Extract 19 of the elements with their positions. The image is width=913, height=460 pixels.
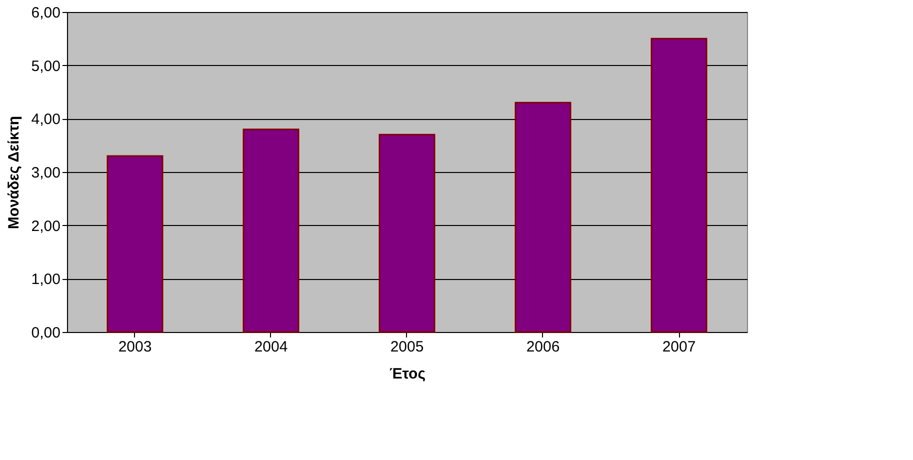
bar bbox=[650, 38, 708, 333]
y-axis-title: Μονάδες Δείκτη bbox=[5, 116, 22, 230]
x-tick-label: 2007 bbox=[662, 338, 696, 356]
y-tick-label: 2,00 bbox=[31, 218, 60, 235]
y-tick-label: 0,00 bbox=[31, 324, 60, 342]
y-tick-label: 3,00 bbox=[31, 164, 60, 182]
x-tick-label: 2005 bbox=[390, 338, 424, 356]
bar bbox=[378, 134, 436, 333]
x-tick-label: 2003 bbox=[118, 338, 152, 356]
x-axis-title: Έτος bbox=[389, 366, 426, 382]
bar bbox=[514, 102, 572, 333]
y-tick-label: 6,00 bbox=[31, 4, 60, 22]
y-tick-label: 5,00 bbox=[31, 58, 60, 75]
bar bbox=[106, 155, 164, 333]
y-tick-label: 1,00 bbox=[31, 271, 60, 288]
x-tick-label: 2004 bbox=[254, 338, 288, 356]
y-tick-label: 4,00 bbox=[31, 111, 60, 128]
x-tick-label: 2006 bbox=[526, 338, 560, 356]
bar bbox=[242, 128, 300, 333]
